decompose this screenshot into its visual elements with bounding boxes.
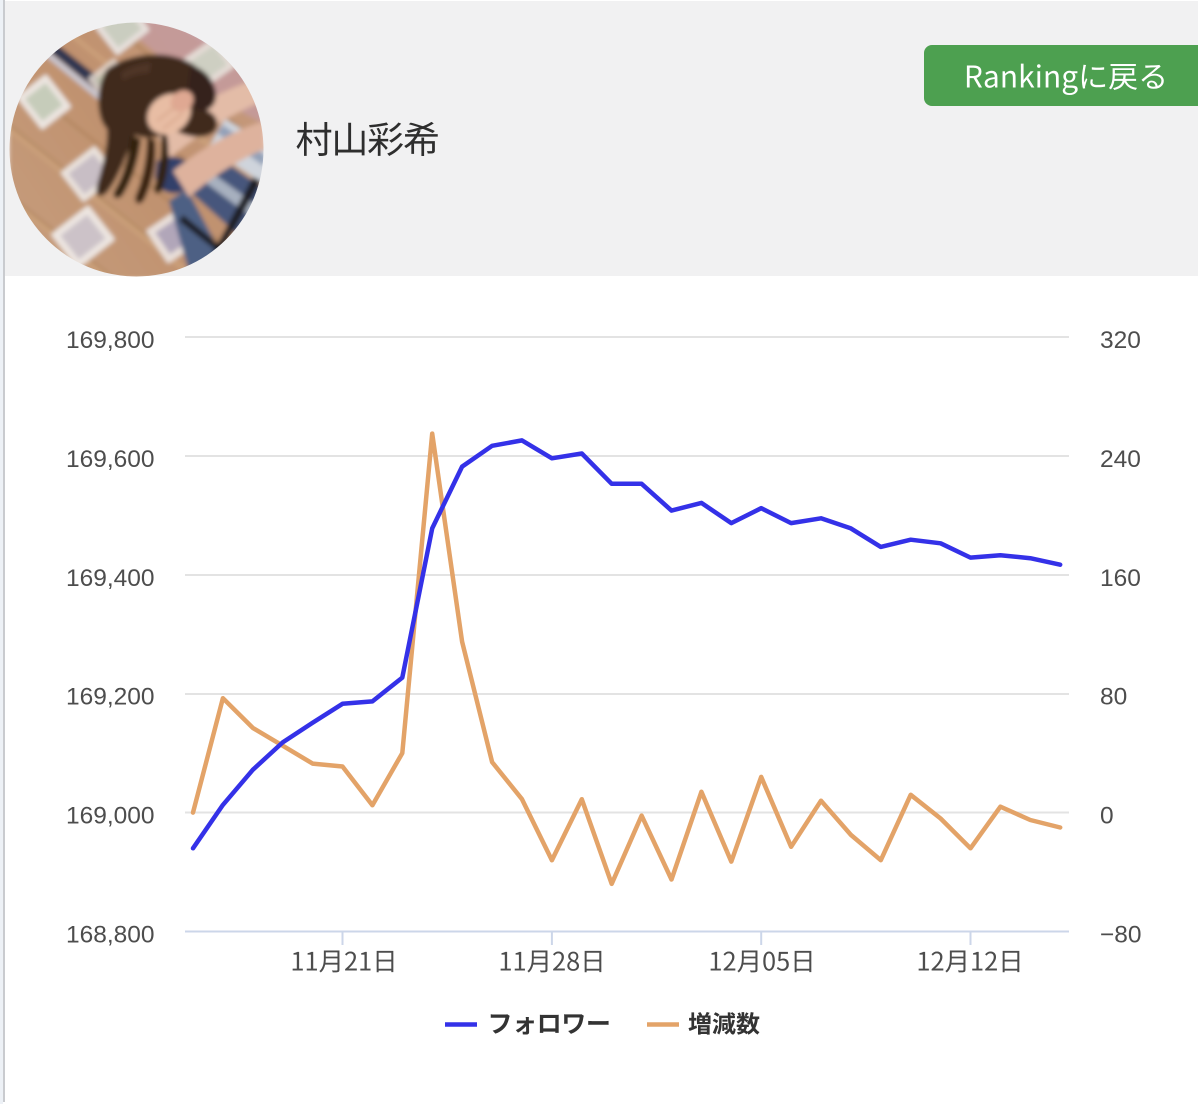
- svg-text:169,400: 169,400: [66, 565, 155, 592]
- svg-text:0: 0: [1100, 803, 1114, 830]
- svg-text:240: 240: [1100, 446, 1141, 473]
- svg-text:320: 320: [1100, 327, 1141, 354]
- svg-text:169,800: 169,800: [66, 327, 155, 354]
- svg-text:169,000: 169,000: [66, 803, 155, 830]
- svg-text:169,600: 169,600: [66, 446, 155, 473]
- svg-text:80: 80: [1100, 684, 1127, 711]
- svg-text:169,200: 169,200: [66, 684, 155, 711]
- svg-text:−80: −80: [1100, 922, 1142, 949]
- svg-text:160: 160: [1100, 565, 1141, 592]
- svg-text:168,800: 168,800: [66, 922, 155, 949]
